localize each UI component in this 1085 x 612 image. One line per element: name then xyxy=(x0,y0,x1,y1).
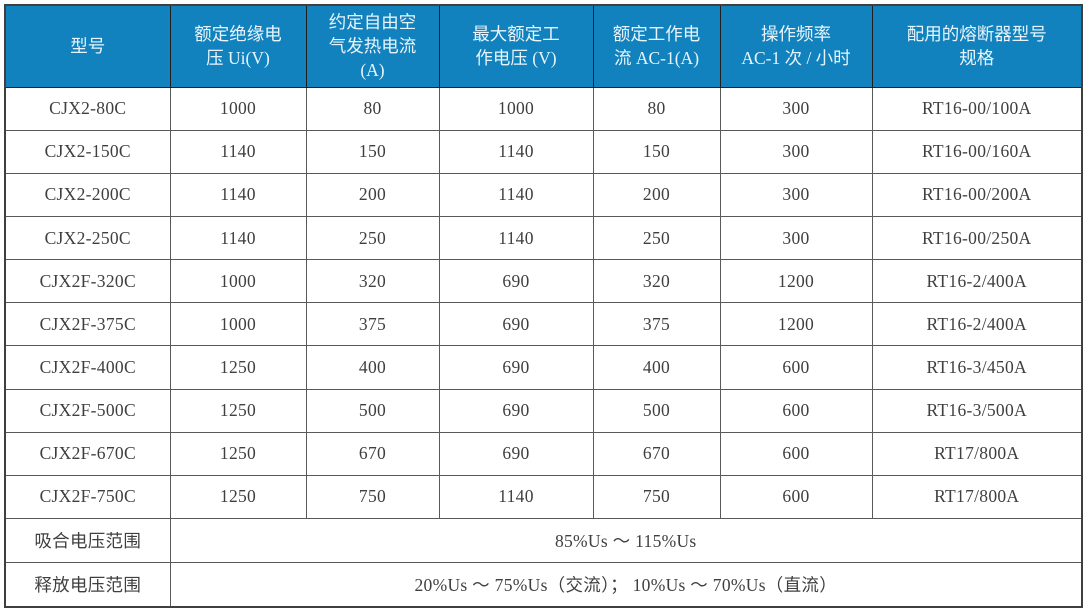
table-row: CJX2F-375C 1000 375 690 375 1200 RT16-2/400A xyxy=(4,302,1083,347)
value-cell: 200 xyxy=(305,172,440,217)
table-row: CJX2-250C 1140 250 1140 250 300 RT16-00/250A xyxy=(4,215,1083,261)
model-cell: CJX2-150C xyxy=(4,129,171,174)
table-row: CJX2F-320C 1000 320 690 320 1200 RT16-2/400A xyxy=(4,259,1083,304)
table-row: CJX2-150C 1140 150 1140 150 300 RT16-00/160A xyxy=(4,129,1083,174)
table-header: 型号 额定绝缘电 压 Ui(V) 约定自由空 气发热电流 (A) 最大额定工 作… xyxy=(4,4,1083,88)
value-cell: 1250 xyxy=(169,474,307,520)
header-cell-fuse-spec: 配用的熔断器型号 规格 xyxy=(871,4,1083,88)
model-cell: CJX2F-320C xyxy=(4,259,171,304)
header-cell-thermal-current: 约定自由空 气发热电流 (A) xyxy=(305,4,440,88)
value-cell: 690 xyxy=(438,431,594,476)
value-cell: RT17/800A xyxy=(871,431,1083,476)
header-row: 型号 额定绝缘电 压 Ui(V) 约定自由空 气发热电流 (A) 最大额定工 作… xyxy=(4,4,1083,88)
table-body: CJX2-80C 1000 80 1000 80 300 RT16-00/100A CJX2-… xyxy=(4,86,1083,608)
value-cell: 1140 xyxy=(169,129,307,174)
value-cell: 300 xyxy=(719,86,873,131)
table-row: CJX2-80C 1000 80 1000 80 300 RT16-00/100A xyxy=(4,86,1083,131)
footer-value-cell: 85%Us ～ 115%Us xyxy=(169,518,1083,564)
value-cell: 1200 xyxy=(719,259,873,304)
value-cell: 80 xyxy=(592,86,721,131)
value-cell: 320 xyxy=(305,259,440,304)
value-cell: 300 xyxy=(719,215,873,261)
value-cell: 690 xyxy=(438,388,594,433)
value-cell: 1250 xyxy=(169,345,307,390)
value-cell: 1140 xyxy=(438,474,594,520)
model-cell: CJX2-200C xyxy=(4,172,171,217)
value-cell: RT16-2/400A xyxy=(871,259,1083,304)
value-cell: 1140 xyxy=(438,129,594,174)
value-cell: 1250 xyxy=(169,388,307,433)
footer-label-cell: 释放电压范围 xyxy=(4,562,171,608)
table-row: CJX2F-670C 1250 670 690 670 600 RT17/800A xyxy=(4,431,1083,476)
model-cell: CJX2F-670C xyxy=(4,431,171,476)
value-cell: 600 xyxy=(719,431,873,476)
value-cell: 1140 xyxy=(169,172,307,217)
value-cell: 1140 xyxy=(169,215,307,261)
model-cell: CJX2-80C xyxy=(4,86,171,131)
value-cell: 1000 xyxy=(438,86,594,131)
model-cell: CJX2F-500C xyxy=(4,388,171,433)
value-cell: 600 xyxy=(719,345,873,390)
value-cell: 670 xyxy=(305,431,440,476)
value-cell: RT16-3/500A xyxy=(871,388,1083,433)
table-row: CJX2F-750C 1250 750 1140 750 600 RT17/800A xyxy=(4,474,1083,520)
value-cell: 690 xyxy=(438,302,594,347)
value-cell: 300 xyxy=(719,129,873,174)
value-cell: 375 xyxy=(305,302,440,347)
value-cell: 80 xyxy=(305,86,440,131)
header-cell-max-work-volt: 最大额定工 作电压 (V) xyxy=(438,4,594,88)
value-cell: 375 xyxy=(592,302,721,347)
footer-label-cell: 吸合电压范围 xyxy=(4,518,171,564)
value-cell: 1200 xyxy=(719,302,873,347)
value-cell: 750 xyxy=(305,474,440,520)
value-cell: RT16-2/400A xyxy=(871,302,1083,347)
value-cell: 250 xyxy=(305,215,440,261)
model-cell: CJX2F-400C xyxy=(4,345,171,390)
value-cell: 150 xyxy=(592,129,721,174)
value-cell: 690 xyxy=(438,259,594,304)
value-cell: RT17/800A xyxy=(871,474,1083,520)
value-cell: 1140 xyxy=(438,215,594,261)
value-cell: 670 xyxy=(592,431,721,476)
value-cell: RT16-00/200A xyxy=(871,172,1083,217)
spec-table: 型号 额定绝缘电 压 Ui(V) 约定自由空 气发热电流 (A) 最大额定工 作… xyxy=(4,4,1083,608)
header-cell-model: 型号 xyxy=(4,4,171,88)
value-cell: RT16-00/250A xyxy=(871,215,1083,261)
value-cell: RT16-3/450A xyxy=(871,345,1083,390)
value-cell: 400 xyxy=(305,345,440,390)
value-cell: 150 xyxy=(305,129,440,174)
value-cell: RT16-00/100A xyxy=(871,86,1083,131)
value-cell: 500 xyxy=(592,388,721,433)
value-cell: 1000 xyxy=(169,86,307,131)
value-cell: 500 xyxy=(305,388,440,433)
footer-value-cell: 20%Us ～ 75%Us（交流）； 10%Us ～ 70%Us（直流） xyxy=(169,562,1083,608)
value-cell: 1000 xyxy=(169,302,307,347)
model-cell: CJX2F-750C xyxy=(4,474,171,520)
value-cell: 1000 xyxy=(169,259,307,304)
table-row: CJX2F-400C 1250 400 690 400 600 RT16-3/450A xyxy=(4,345,1083,390)
header-cell-work-current: 额定工作电 流 AC-1(A) xyxy=(592,4,721,88)
value-cell: 600 xyxy=(719,474,873,520)
header-cell-op-frequency: 操作频率 AC-1 次 / 小时 xyxy=(719,4,873,88)
value-cell: 1250 xyxy=(169,431,307,476)
value-cell: 320 xyxy=(592,259,721,304)
value-cell: 750 xyxy=(592,474,721,520)
table-row: CJX2-200C 1140 200 1140 200 300 RT16-00/200A xyxy=(4,172,1083,217)
value-cell: 200 xyxy=(592,172,721,217)
value-cell: 600 xyxy=(719,388,873,433)
value-cell: 250 xyxy=(592,215,721,261)
model-cell: CJX2F-375C xyxy=(4,302,171,347)
footer-row-release: 释放电压范围 20%Us ～ 75%Us（交流）； 10%Us ～ 70%Us（… xyxy=(4,562,1083,608)
value-cell: 400 xyxy=(592,345,721,390)
value-cell: 300 xyxy=(719,172,873,217)
value-cell: 690 xyxy=(438,345,594,390)
value-cell: RT16-00/160A xyxy=(871,129,1083,174)
table-row: CJX2F-500C 1250 500 690 500 600 RT16-3/500A xyxy=(4,388,1083,433)
model-cell: CJX2-250C xyxy=(4,215,171,261)
footer-row-pickup: 吸合电压范围 85%Us ～ 115%Us xyxy=(4,518,1083,564)
header-cell-insulation-volt: 额定绝缘电 压 Ui(V) xyxy=(169,4,307,88)
value-cell: 1140 xyxy=(438,172,594,217)
